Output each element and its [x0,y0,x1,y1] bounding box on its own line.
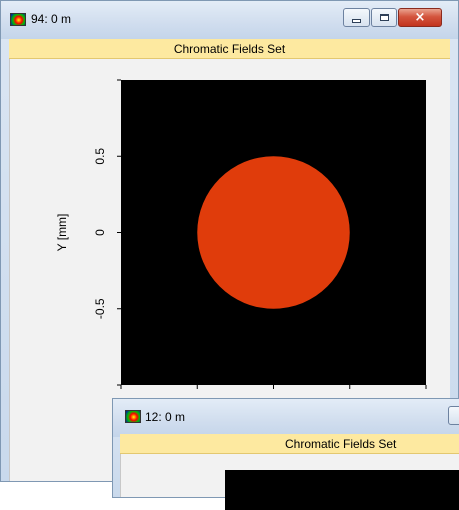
y-tick-label: -0.5 [93,298,107,319]
window-subtitle-2: Chromatic Fields Set [120,434,459,454]
x-axis-ticks [121,385,426,389]
window-title-2: 12: 0 m [145,410,185,424]
field-colormap-icon [125,410,141,423]
y-axis-label: Y [mm] [55,214,69,252]
y-tick-label: 0.5 [93,148,107,165]
chart-area-2 [120,454,459,497]
y-axis-ticks: 0.5 0 -0.5 [93,80,121,385]
field-spot [197,156,350,309]
y-tick-label: 0 [93,229,107,236]
title-bar-2[interactable]: 12: 0 m [113,399,459,437]
plot-background-2 [225,470,459,510]
minimize-button-2[interactable] [448,406,459,425]
chromatic-fields-window-2[interactable]: 12: 0 m Chromatic Fields Set [112,398,459,498]
